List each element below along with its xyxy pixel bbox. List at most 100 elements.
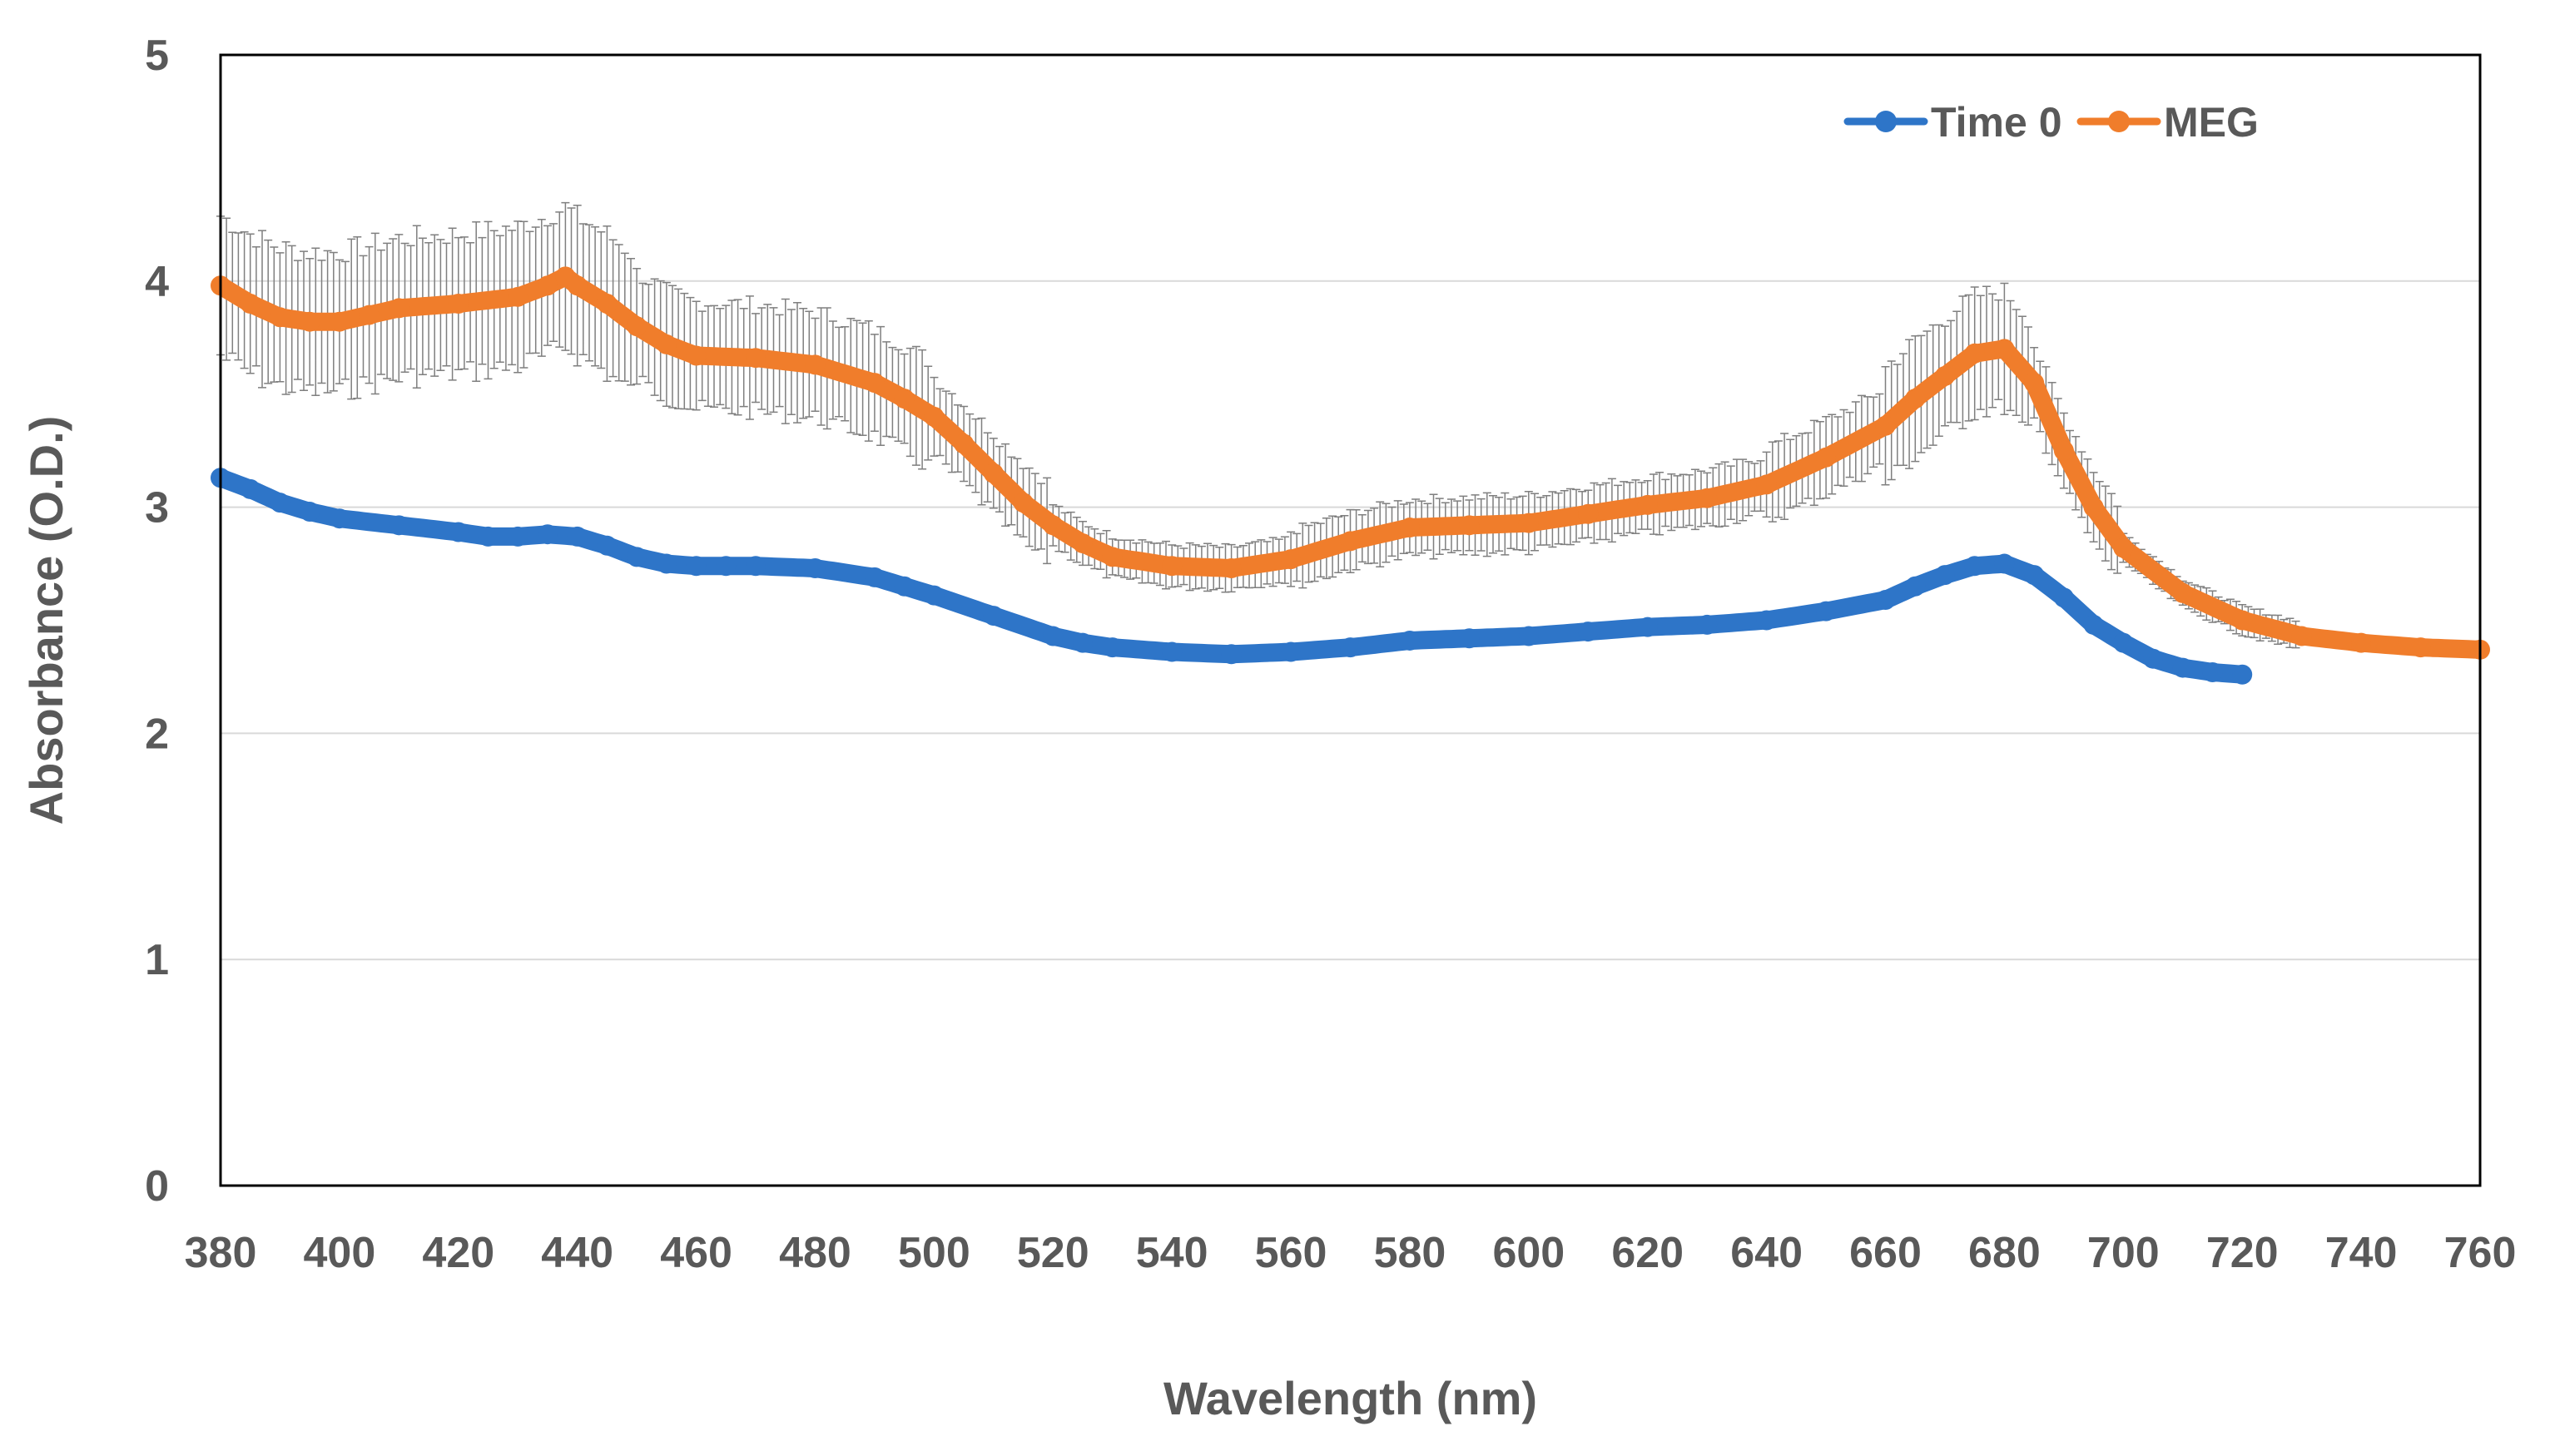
series-0-point — [983, 606, 1004, 626]
series-0-point — [1637, 617, 1658, 637]
x-tick-labels: 380 400 420 440 460 480 500 520 540 560 580 600 620 6… — [185, 1229, 2517, 1277]
series-1-point — [656, 334, 677, 354]
series-0-point — [1281, 641, 1302, 662]
series-1-point — [1875, 415, 1896, 436]
series-0-point — [805, 557, 826, 578]
series-1-point — [805, 354, 826, 375]
series-1-point — [448, 293, 469, 314]
series-0-point — [389, 515, 409, 536]
series-1-point — [1013, 493, 1034, 513]
legend-swatch-marker — [2108, 111, 2130, 132]
series-0-point — [2232, 664, 2253, 685]
x-tick-label: 620 — [1611, 1229, 1684, 1277]
series-0-point — [567, 526, 588, 547]
series-0-point — [924, 585, 945, 606]
series-0-point — [300, 502, 320, 522]
series-0-point — [1399, 630, 1420, 651]
series-1-point — [1994, 339, 2015, 359]
series-1-point — [2083, 497, 2104, 518]
series-0-point — [448, 522, 469, 542]
series-0-point — [1905, 576, 1926, 597]
x-tick-label: 500 — [898, 1229, 970, 1277]
x-tick-label: 540 — [1136, 1229, 1208, 1277]
x-tick-label: 760 — [2444, 1229, 2517, 1277]
grid-layer — [221, 280, 2480, 961]
series-0-point — [2083, 614, 2104, 635]
series-1-point — [1043, 515, 1064, 536]
x-tick-label: 740 — [2325, 1229, 2398, 1277]
x-tick-label: 580 — [1374, 1229, 1446, 1277]
y-tick-label: 4 — [145, 258, 169, 306]
series-0-point — [1340, 637, 1361, 658]
series-0-point — [627, 547, 647, 567]
series-1-point — [270, 307, 290, 328]
x-tick-label: 660 — [1849, 1229, 1922, 1277]
series-1-point — [597, 293, 618, 314]
errorbar-layer — [216, 201, 2300, 649]
series-0-point — [2143, 648, 2164, 669]
legend: Time 0 MEG — [1843, 99, 2259, 146]
series-0-point — [746, 556, 766, 577]
x-tick-label: 400 — [304, 1229, 376, 1277]
series-1-point — [329, 311, 350, 332]
series-1-point — [686, 345, 707, 366]
series-1-point — [240, 293, 260, 314]
series-0-point — [2202, 662, 2223, 683]
legend-label: MEG — [2164, 99, 2259, 146]
series-1-point — [894, 389, 915, 409]
series-1-point — [1756, 474, 1777, 495]
x-tick-label: 700 — [2087, 1229, 2160, 1277]
series-0-point — [1934, 565, 1955, 586]
x-tick-label: 520 — [1017, 1229, 1089, 1277]
series-0-point — [864, 567, 885, 587]
series-1-point — [1578, 503, 1599, 524]
series-layer — [211, 266, 2490, 685]
series-1-point — [627, 316, 647, 337]
series-0-point — [1964, 556, 1985, 577]
series-0-point — [1162, 641, 1183, 662]
series-1-point — [2053, 440, 2074, 461]
series-1-point — [1340, 531, 1361, 552]
x-axis-title: Wavelength (nm) — [1163, 1372, 1537, 1424]
series-0-point — [1459, 628, 1480, 649]
series-1-point — [1934, 365, 1955, 386]
series-1-point — [1518, 513, 1539, 533]
series-0-point — [894, 576, 915, 597]
series-0-point — [1994, 553, 2015, 574]
series-1-point — [389, 298, 409, 319]
y-tick-label: 3 — [145, 484, 169, 532]
series-1-point — [864, 373, 885, 394]
series-0-point — [656, 553, 677, 574]
series-0-point — [1756, 610, 1777, 631]
x-tick-label: 440 — [541, 1229, 613, 1277]
series-1-point — [1102, 547, 1123, 567]
series-1-point — [359, 305, 380, 325]
y-tick-label: 0 — [145, 1162, 169, 1211]
series-0-point — [1043, 626, 1064, 646]
legend-label: Time 0 — [1931, 99, 2062, 146]
series-1-point — [1637, 494, 1658, 515]
series-0-point — [508, 526, 528, 547]
series-0-point — [2172, 657, 2193, 678]
series-0-point — [1102, 637, 1123, 658]
meg-error-bars — [216, 201, 2300, 649]
series-0-point — [1697, 614, 1718, 635]
series-1-point — [2024, 373, 2045, 394]
y-tick-label: 2 — [145, 710, 169, 758]
series-1-point — [2291, 626, 2312, 646]
y-tick-labels: 0 1 2 3 4 5 — [145, 32, 169, 1211]
series-1-point — [2351, 632, 2372, 653]
x-tick-label: 380 — [185, 1229, 257, 1277]
series-0-point — [240, 478, 260, 499]
series-1-point — [537, 275, 558, 296]
y-tick-label: 5 — [145, 32, 169, 80]
x-tick-label: 600 — [1492, 1229, 1565, 1277]
series-1-point — [1162, 556, 1183, 577]
plot-frame — [219, 53, 2482, 1187]
series-1-point — [2113, 537, 2134, 558]
x-tick-label: 720 — [2206, 1229, 2279, 1277]
legend-swatch-marker — [1875, 111, 1897, 132]
x-tick-label: 420 — [422, 1229, 494, 1277]
